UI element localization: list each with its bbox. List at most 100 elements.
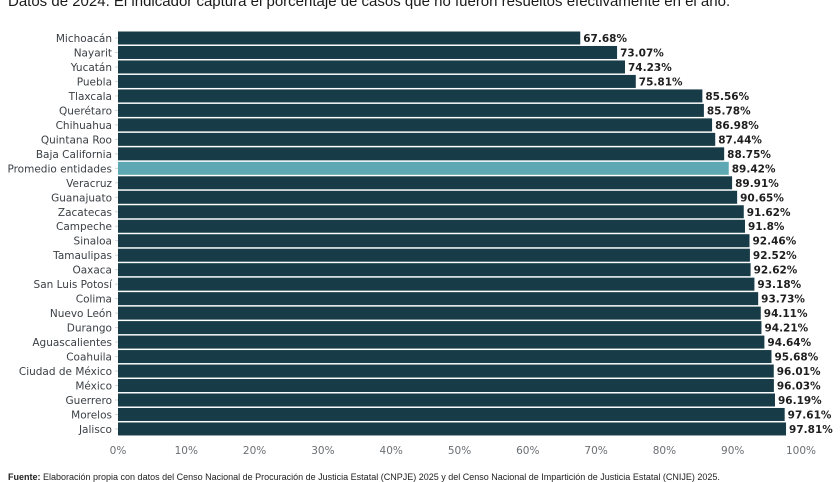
category-label: Chihuahua bbox=[56, 120, 112, 132]
value-label: 87.44% bbox=[718, 134, 762, 146]
category-label: San Luis Potosí bbox=[34, 279, 114, 291]
category-label: Guerrero bbox=[66, 395, 112, 407]
x-tick-label: 10% bbox=[175, 445, 198, 457]
x-tick-label: 100% bbox=[786, 445, 816, 457]
source-text: Elaboración propia con datos del Censo N… bbox=[40, 472, 720, 482]
bar bbox=[118, 118, 713, 132]
bar bbox=[118, 263, 751, 277]
value-label: 85.56% bbox=[705, 91, 749, 103]
category-label: Coahuila bbox=[66, 352, 112, 364]
bar bbox=[118, 277, 755, 291]
category-label: Campeche bbox=[56, 221, 112, 233]
x-tick-label: 0% bbox=[110, 445, 127, 457]
category-label: Sinaloa bbox=[74, 236, 112, 248]
category-label: Aguascalientes bbox=[32, 337, 112, 349]
bar bbox=[118, 393, 775, 407]
x-tick-label: 40% bbox=[380, 445, 403, 457]
bar bbox=[118, 60, 625, 74]
category-label: Veracruz bbox=[66, 178, 112, 190]
value-label: 91.62% bbox=[747, 207, 791, 219]
value-label: 74.23% bbox=[628, 62, 672, 74]
value-label: 92.62% bbox=[754, 265, 798, 277]
value-label: 92.52% bbox=[753, 250, 797, 262]
category-label: Guanajuato bbox=[51, 192, 112, 204]
category-label: Tamaulipas bbox=[52, 250, 112, 262]
x-axis-ticks: 0% 10% 20% 30% 40% 50% 60% 70% 80% 90% 100% bbox=[110, 445, 816, 457]
bar bbox=[118, 31, 581, 45]
category-label: Baja California bbox=[36, 149, 112, 161]
value-label: 90.65% bbox=[740, 192, 784, 204]
bar bbox=[118, 190, 738, 204]
category-label: Promedio entidades bbox=[7, 163, 112, 175]
bar bbox=[118, 234, 750, 248]
bar bbox=[118, 364, 774, 378]
category-label: Tlaxcala bbox=[68, 91, 112, 103]
bar bbox=[118, 219, 745, 233]
value-label: 75.81% bbox=[639, 76, 683, 88]
value-label: 89.42% bbox=[732, 163, 776, 175]
value-label: 95.68% bbox=[774, 352, 818, 364]
category-label: Michoacán bbox=[56, 33, 112, 45]
category-label: Quintana Roo bbox=[41, 134, 112, 146]
bar bbox=[118, 321, 762, 335]
bar bbox=[118, 103, 704, 117]
value-label: 93.73% bbox=[761, 294, 805, 306]
bar bbox=[118, 132, 716, 146]
bars-group bbox=[118, 31, 787, 436]
category-label: Colima bbox=[76, 294, 112, 306]
source-label: Fuente: bbox=[8, 472, 41, 482]
category-label: Nuevo León bbox=[50, 308, 112, 320]
value-label: 96.19% bbox=[778, 395, 822, 407]
x-tick-label: 60% bbox=[516, 445, 539, 457]
category-label: Jalisco bbox=[78, 424, 112, 436]
chart-subtitle: Datos de 2024. El indicador captura el p… bbox=[8, 0, 731, 10]
value-label: 93.18% bbox=[757, 279, 801, 291]
value-label: 97.61% bbox=[788, 409, 832, 421]
category-labels: Michoacán Nayarit Yucatán Puebla Tlaxcala Que… bbox=[7, 33, 118, 436]
category-label: México bbox=[75, 381, 112, 393]
x-tick-label: 80% bbox=[653, 445, 676, 457]
category-label: Oaxaca bbox=[72, 265, 112, 277]
bar bbox=[118, 205, 744, 219]
source-note: Fuente: Elaboración propia con datos del… bbox=[8, 472, 720, 482]
category-label: Zacatecas bbox=[58, 207, 112, 219]
x-tick-label: 90% bbox=[721, 445, 744, 457]
category-label: Morelos bbox=[71, 409, 112, 421]
value-label: 86.98% bbox=[715, 120, 759, 132]
value-label: 92.46% bbox=[753, 236, 797, 248]
x-tick-label: 70% bbox=[584, 445, 607, 457]
value-label: 96.03% bbox=[777, 381, 821, 393]
bar bbox=[118, 422, 787, 436]
x-tick-label: 50% bbox=[448, 445, 471, 457]
value-label: 97.81% bbox=[789, 424, 833, 436]
bar bbox=[118, 176, 733, 190]
bar bbox=[118, 248, 750, 262]
bar bbox=[118, 45, 618, 59]
value-label: 91.8% bbox=[748, 221, 785, 233]
value-label: 89.91% bbox=[735, 178, 779, 190]
bar bbox=[118, 379, 774, 393]
category-label: Querétaro bbox=[59, 105, 112, 117]
x-tick-label: 20% bbox=[243, 445, 266, 457]
value-label: 88.75% bbox=[727, 149, 771, 161]
value-label: 85.78% bbox=[707, 105, 751, 117]
bar-chart: Michoacán Nayarit Yucatán Puebla Tlaxcala Que… bbox=[7, 31, 833, 457]
bar bbox=[118, 74, 636, 88]
category-label: Nayarit bbox=[74, 47, 112, 59]
bar bbox=[118, 306, 761, 320]
bar bbox=[118, 292, 759, 306]
value-label: 73.07% bbox=[620, 47, 664, 59]
category-label: Durango bbox=[67, 323, 112, 335]
value-label: 94.21% bbox=[764, 323, 808, 335]
bar bbox=[118, 89, 703, 103]
value-label: 94.64% bbox=[767, 337, 811, 349]
bar bbox=[118, 407, 785, 421]
value-labels: 67.68% 73.07% 74.23% 75.81% 85.56% 85.78% 86.9… bbox=[583, 33, 833, 436]
bar bbox=[118, 350, 772, 364]
category-label: Ciudad de México bbox=[19, 366, 112, 378]
x-tick-label: 30% bbox=[311, 445, 334, 457]
bar-average bbox=[118, 161, 729, 175]
bar bbox=[118, 147, 725, 161]
value-label: 96.01% bbox=[777, 366, 821, 378]
value-label: 67.68% bbox=[583, 33, 627, 45]
